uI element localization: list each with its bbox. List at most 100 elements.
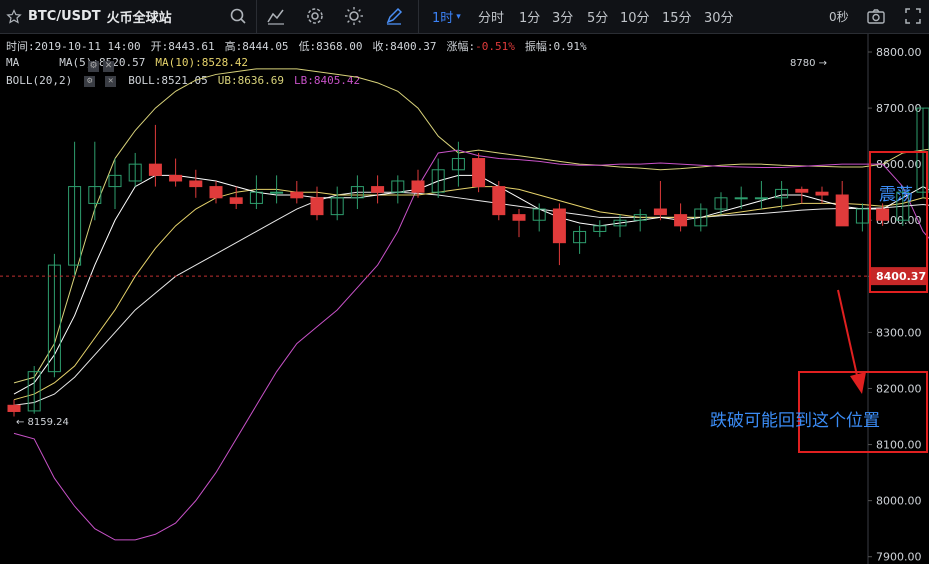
gear-icon[interactable] (305, 6, 325, 26)
ma-row: MA MA(5):8520.57 MA(10):8528.42 (6, 56, 258, 69)
candlestick-chart[interactable]: 8800.008700.008600.008500.008400.008300.… (0, 34, 929, 564)
candle-up[interactable] (451, 158, 465, 171)
candle-down[interactable] (189, 180, 203, 188)
candle-down[interactable] (310, 197, 324, 216)
range-box (869, 151, 928, 293)
price-axis-label: 8200.00 (876, 382, 922, 395)
ohlc-amplitude: 振幅:0.91% (524, 40, 587, 53)
candle-up[interactable] (754, 197, 768, 200)
candle-up[interactable] (88, 186, 102, 204)
candle-up[interactable] (249, 191, 263, 204)
indicator-icon[interactable] (266, 6, 286, 26)
settings-icon[interactable]: ⚙ (84, 75, 96, 87)
candle-down[interactable] (492, 186, 506, 216)
search-icon[interactable] (228, 6, 248, 26)
candle-down[interactable] (472, 158, 486, 188)
ohlc-change-value: -0.51% (475, 40, 515, 53)
candle-up[interactable] (734, 197, 748, 200)
candle-up[interactable] (47, 264, 61, 373)
interval-1m[interactable]: 1分 (519, 11, 541, 26)
interval-15m[interactable]: 15分 (662, 11, 692, 26)
candle-up[interactable] (714, 197, 728, 210)
candle-down[interactable] (835, 194, 849, 227)
candle-up[interactable] (128, 163, 142, 182)
candle-up[interactable] (532, 208, 546, 221)
low-marker: ← 8159.24 (16, 417, 69, 428)
interval-5m[interactable]: 5分 (587, 11, 609, 26)
interval-30m[interactable]: 30分 (704, 11, 734, 26)
draw-pen-icon[interactable] (384, 6, 404, 26)
high-marker: 8780 → (790, 58, 827, 69)
candle-down[interactable] (411, 180, 425, 193)
interval-timeline[interactable]: 分时 (478, 11, 505, 26)
candle-up[interactable] (350, 186, 364, 199)
candle-down[interactable] (169, 174, 183, 182)
ma-controls: ⚙ ✕ (88, 56, 118, 75)
current-price-tag (870, 267, 928, 286)
symbol-pair[interactable]: BTC/USDT (28, 9, 101, 24)
ohlc-open: 开:8443.61 (150, 40, 215, 53)
boll-mid-value: BOLL:8521.05 (128, 74, 208, 87)
candle-up[interactable] (391, 180, 405, 193)
ohlc-high: 高:8444.05 (224, 40, 289, 53)
candle-down[interactable] (653, 208, 667, 216)
interval-3m[interactable]: 3分 (552, 11, 574, 26)
candle-down[interactable] (371, 186, 385, 193)
candle-down[interactable] (512, 214, 526, 221)
candle-up[interactable] (270, 191, 284, 194)
candle-up[interactable] (108, 174, 122, 188)
price-axis-label: 7900.00 (876, 551, 922, 564)
interval-1h[interactable]: 1时 ▾ (432, 11, 461, 26)
candle-down[interactable] (815, 191, 829, 196)
arrow-line (837, 289, 859, 381)
candle-down[interactable] (229, 197, 243, 204)
target-box (798, 371, 928, 453)
boll-lb-value: LB:8405.42 (293, 74, 361, 87)
candle-up[interactable] (855, 208, 869, 224)
current-price-label: 8400.37 (876, 270, 926, 283)
candle-up[interactable] (593, 225, 607, 232)
candle-up[interactable] (330, 197, 344, 216)
candle-up[interactable] (431, 169, 445, 193)
ohlc-time: 时间:2019-10-11 14:00 (6, 40, 141, 53)
fullscreen-icon[interactable] (903, 6, 923, 26)
candle-up[interactable] (613, 219, 627, 227)
price-axis-label: 8300.00 (876, 326, 922, 339)
candle-up[interactable] (27, 371, 41, 412)
close-icon[interactable]: ✕ (103, 61, 114, 72)
theme-sun-icon[interactable] (344, 6, 364, 26)
interval-10m[interactable]: 10分 (620, 11, 650, 26)
candle-down[interactable] (7, 404, 21, 412)
ohlc-close: 收:8400.37 (372, 40, 437, 53)
boll-ub-value: UB:8636.69 (217, 74, 284, 87)
range-annotation: 震荡 (879, 185, 913, 205)
countdown-timer: 0秒 (829, 10, 849, 24)
settings-icon[interactable]: ⚙ (88, 61, 99, 72)
candle-up[interactable] (694, 208, 708, 227)
candle-up[interactable] (573, 230, 587, 244)
candle-down[interactable] (552, 208, 566, 244)
boll-upper-band (13, 68, 929, 384)
candle-up[interactable] (916, 107, 929, 193)
ma5-value: MA(5):8520.57 (59, 56, 145, 69)
ma5-line (13, 174, 929, 395)
candle-up[interactable] (633, 214, 647, 221)
candle-up[interactable] (68, 186, 82, 266)
close-icon[interactable]: ✕ (105, 75, 117, 87)
symbol-area: BTC/USDT 火币全球站 (6, 0, 172, 33)
price-axis-label: 8800.00 (876, 46, 922, 59)
ohlc-row: 时间:2019-10-11 14:00 开:8443.61 高:8444.05 低:8… (6, 38, 597, 54)
candle-down[interactable] (876, 208, 890, 221)
chevron-down-icon: ▾ (456, 11, 461, 22)
candle-up[interactable] (775, 188, 789, 199)
candle-down[interactable] (674, 214, 688, 227)
candle-down[interactable] (795, 188, 809, 193)
candle-down[interactable] (148, 163, 162, 176)
price-axis-label: 8700.00 (876, 102, 922, 115)
camera-icon[interactable] (866, 6, 886, 26)
ohlc-change-label: 涨幅: (446, 40, 476, 53)
candle-up[interactable] (896, 191, 910, 221)
star-icon[interactable] (6, 8, 22, 25)
candle-down[interactable] (209, 186, 223, 199)
candle-down[interactable] (290, 191, 304, 199)
